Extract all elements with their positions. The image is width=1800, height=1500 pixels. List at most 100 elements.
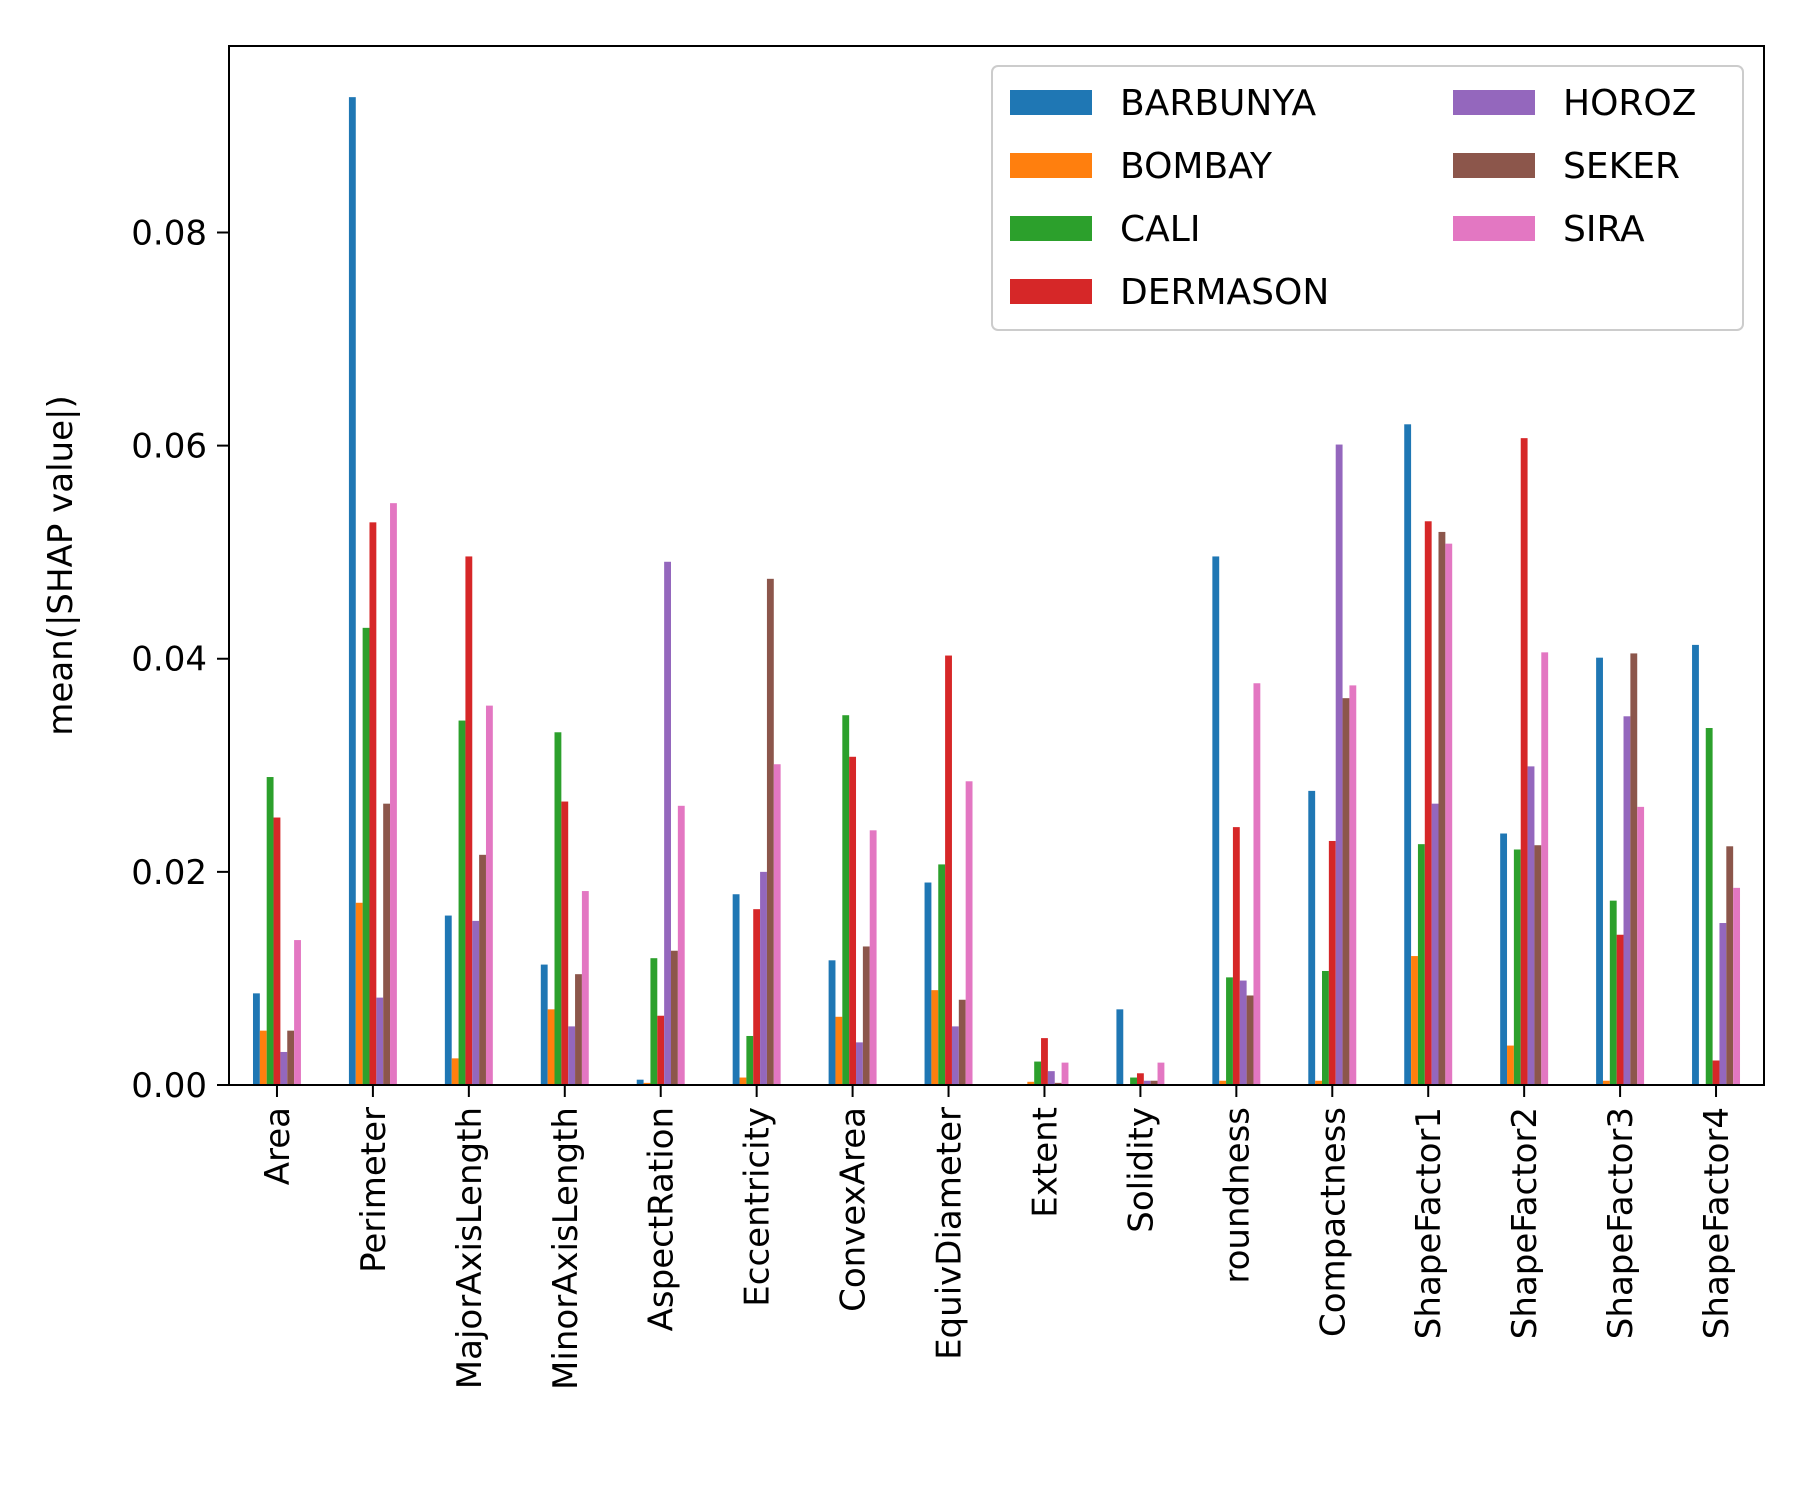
legend-swatch-bombay [1010,153,1092,178]
bar-bombay-area [259,1030,267,1085]
bar-horoz-area [280,1051,288,1085]
bar-sira-eccentricity [773,764,781,1085]
bar-dermason-eccentricity [753,909,761,1085]
x-tick-label: Area [258,1107,298,1185]
x-tick-label: ConvexArea [834,1107,874,1312]
bar-cali-convexarea [842,715,850,1085]
x-tick-label: Perimeter [354,1107,394,1273]
bar-horoz-equivdiameter [951,1026,959,1085]
bar-barbunya-aspectration [636,1079,644,1085]
bar-sira-compactness [1349,685,1357,1085]
bar-seker-minoraxislength [575,974,582,1085]
x-tick-label: MinorAxisLength [546,1107,586,1390]
bar-horoz-aspectration [664,561,671,1085]
x-tick-label: EquivDiameter [930,1107,970,1360]
bar-barbunya-equivdiameter [924,882,932,1085]
bar-sira-equivdiameter [965,781,973,1085]
bar-barbunya-compactness [1308,790,1316,1085]
x-tick-label: Extent [1025,1107,1065,1218]
bar-cali-shapefactor2 [1513,849,1521,1085]
bar-horoz-shapefactor4 [1719,923,1727,1085]
bar-cali-compactness [1322,970,1329,1085]
bar-horoz-convexarea [856,1042,863,1085]
bar-cali-shapefactor3 [1609,900,1617,1085]
bar-seker-solidity [1150,1080,1158,1085]
bar-bombay-roundness [1219,1080,1227,1085]
bar-cali-extent [1034,1061,1042,1085]
bar-sira-shapefactor2 [1541,652,1549,1085]
bar-bombay-equivdiameter [931,990,939,1085]
bar-seker-shapefactor2 [1534,845,1542,1085]
legend-box [991,65,1744,331]
bar-barbunya-majoraxislength [444,915,452,1085]
bar-dermason-minoraxislength [561,801,569,1085]
bar-horoz-solidity [1143,1080,1151,1085]
bar-barbunya-shapefactor2 [1500,833,1508,1085]
bar-cali-majoraxislength [458,720,466,1085]
bar-horoz-shapefactor2 [1527,766,1535,1085]
bar-barbunya-solidity [1116,1009,1124,1085]
bar-seker-extent [1054,1082,1062,1085]
bar-bombay-extent [1027,1081,1035,1085]
bar-dermason-shapefactor3 [1616,934,1624,1085]
bar-sira-area [294,940,301,1085]
bar-cali-eccentricity [746,1035,754,1085]
bar-dermason-shapefactor1 [1424,521,1432,1085]
bar-horoz-eccentricity [760,871,767,1085]
x-tick-label: MajorAxisLength [450,1107,490,1389]
bar-horoz-majoraxislength [472,920,480,1085]
x-axis: Area Perimeter MajorAxisLength MinorAxisLen… [258,1085,1737,1390]
bar-cali-roundness [1226,977,1233,1085]
x-tick-label: Compactness [1313,1107,1353,1337]
bar-sira-shapefactor1 [1445,543,1453,1085]
bar-cali-aspectration [650,958,658,1085]
bar-bombay-majoraxislength [451,1058,459,1085]
y-tick-label: 0.06 [131,427,207,467]
x-tick-label: ShapeFactor4 [1697,1107,1737,1339]
legend: BARBUNYA BOMBAY CALI DERMASON HOROZ SEKER SIRA [991,65,1744,331]
bar-sira-majoraxislength [485,705,493,1085]
y-tick-label: 0.04 [131,640,207,680]
bar-horoz-shapefactor1 [1431,803,1439,1085]
bar-dermason-perimeter [369,522,377,1085]
bar-barbunya-convexarea [828,960,836,1085]
bar-dermason-extent [1041,1038,1048,1085]
bar-sira-extent [1061,1062,1069,1085]
bar-bombay-convexarea [835,1016,843,1085]
bar-seker-convexarea [862,946,870,1085]
legend-swatch-barbunya [1010,90,1092,115]
legend-swatch-sira [1453,216,1535,241]
bar-sira-shapefactor4 [1733,887,1741,1085]
x-tick-label: ShapeFactor3 [1601,1107,1641,1339]
bar-horoz-roundness [1239,980,1247,1085]
bar-seker-perimeter [383,803,391,1085]
x-tick-label: AspectRation [642,1107,682,1331]
bar-seker-aspectration [670,950,678,1085]
bar-dermason-aspectration [657,1015,665,1085]
bar-bombay-eccentricity [739,1077,747,1085]
bar-cali-shapefactor4 [1705,728,1713,1085]
bar-dermason-shapefactor2 [1520,438,1528,1085]
bar-dermason-area [273,817,281,1085]
bar-seker-shapefactor3 [1630,653,1638,1085]
bar-sira-roundness [1253,683,1261,1085]
bar-seker-equivdiameter [958,999,966,1085]
bar-sira-convexarea [869,830,877,1085]
legend-swatch-dermason [1010,279,1092,304]
bar-seker-shapefactor1 [1438,531,1446,1085]
bar-sira-solidity [1157,1062,1165,1085]
bar-barbunya-shapefactor4 [1692,644,1699,1085]
bar-seker-area [287,1030,295,1085]
bar-sira-perimeter [390,503,397,1085]
x-tick-label: ShapeFactor1 [1409,1107,1449,1339]
legend-label-sira: SIRA [1563,209,1645,250]
bar-dermason-compactness [1328,840,1336,1085]
bar-horoz-shapefactor3 [1623,716,1631,1085]
bar-barbunya-minoraxislength [540,964,548,1085]
x-tick-label: Eccentricity [738,1107,778,1307]
bar-bombay-shapefactor1 [1411,956,1418,1085]
y-tick-label: 0.00 [131,1066,207,1106]
legend-swatch-seker [1453,153,1535,178]
bar-dermason-convexarea [849,756,857,1085]
